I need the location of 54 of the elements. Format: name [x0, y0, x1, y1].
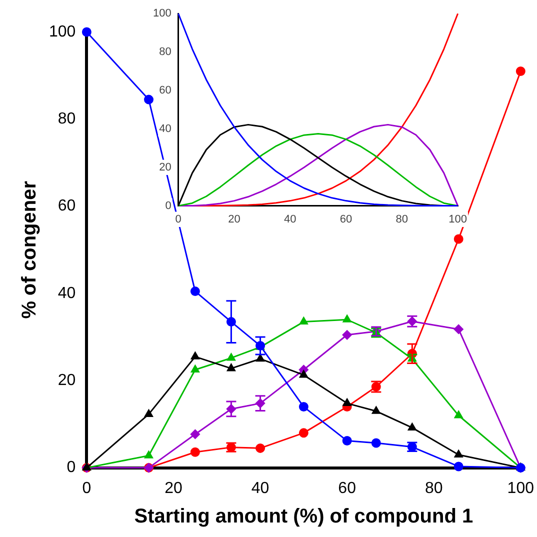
- point: [226, 353, 236, 361]
- y-axis-title: % of congener: [18, 180, 41, 319]
- point: [190, 364, 200, 372]
- x-tick-label: 0: [175, 213, 182, 226]
- y-tick-label: 60: [159, 84, 172, 97]
- point: [454, 450, 463, 458]
- point: [190, 352, 200, 360]
- point: [256, 354, 264, 362]
- x-tick-label: 60: [338, 480, 356, 497]
- point: [144, 94, 154, 104]
- point: [298, 428, 308, 438]
- x-tick-label: 40: [251, 480, 270, 497]
- point: [299, 370, 308, 378]
- y-tick-label: 40: [58, 284, 76, 302]
- point: [454, 234, 464, 244]
- point: [408, 422, 416, 430]
- y-tick-label: 40: [159, 122, 172, 135]
- point: [454, 324, 464, 334]
- point: [342, 330, 352, 340]
- point: [82, 27, 92, 37]
- x-tick-label: 80: [396, 213, 408, 226]
- y-tick-label: 0: [165, 200, 172, 212]
- point: [298, 402, 308, 412]
- point: [144, 450, 153, 458]
- point: [342, 398, 352, 406]
- point: [256, 443, 266, 453]
- y-tick-label: 0: [66, 459, 76, 476]
- point: [299, 317, 308, 325]
- x-tick-label: 100: [448, 213, 468, 226]
- x-tick-label: 80: [424, 480, 443, 497]
- point: [144, 409, 153, 417]
- point: [342, 436, 352, 446]
- point: [516, 66, 526, 76]
- x-tick-label: 100: [507, 480, 534, 497]
- point: [190, 447, 200, 457]
- y-tick-label: 100: [152, 8, 172, 20]
- y-tick-label: 80: [58, 110, 76, 128]
- point: [454, 462, 464, 472]
- x-tick-label: 60: [340, 213, 352, 226]
- x-axis-title: Starting amount (%) of compound 1: [134, 506, 474, 528]
- x-tick-label: 20: [228, 213, 240, 226]
- x-tick-label: 0: [82, 480, 92, 497]
- y-tick-label: 80: [159, 46, 172, 58]
- point: [342, 314, 352, 322]
- y-tick-label: 20: [58, 372, 76, 390]
- x-tick-label: 40: [284, 213, 296, 226]
- point: [190, 429, 200, 439]
- point: [371, 438, 381, 448]
- y-tick-label: 100: [48, 23, 76, 40]
- point: [454, 410, 463, 418]
- point: [372, 406, 380, 414]
- y-tick-label: 20: [159, 161, 172, 174]
- point: [226, 364, 236, 372]
- point: [190, 286, 200, 296]
